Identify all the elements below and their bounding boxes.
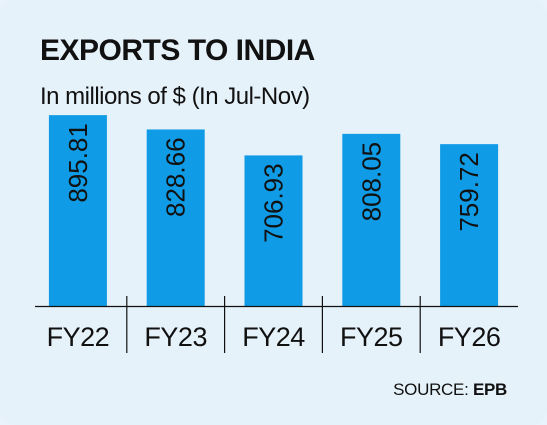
bar-fy23 [146,129,205,306]
bar-fy26 [440,144,499,306]
data-label-fy24: 706.93 [259,163,289,243]
source-note: SOURCE: EPB [393,380,507,400]
x-tick-label-fy26: FY26 [438,322,501,352]
bar-fy25 [342,133,401,306]
source-label: SOURCE: [393,380,469,399]
bar-fy24 [244,155,303,306]
chart-subtitle: In millions of $ (In Jul-Nov) [40,83,310,110]
data-label-fy22: 895.81 [63,123,93,203]
data-label-fy25: 808.05 [356,142,386,222]
x-tick-label-fy23: FY23 [144,322,207,352]
x-tick-label-fy22: FY22 [47,322,110,352]
x-tick-label-fy25: FY25 [340,322,403,352]
data-label-fy26: 759.72 [454,152,484,232]
x-tick-label-fy24: FY24 [242,322,305,352]
chart-title: EXPORTS TO INDIA [40,34,315,67]
data-label-fy23: 828.66 [161,137,191,217]
source-name: EPB [472,380,507,399]
bar-fy22 [48,115,107,306]
